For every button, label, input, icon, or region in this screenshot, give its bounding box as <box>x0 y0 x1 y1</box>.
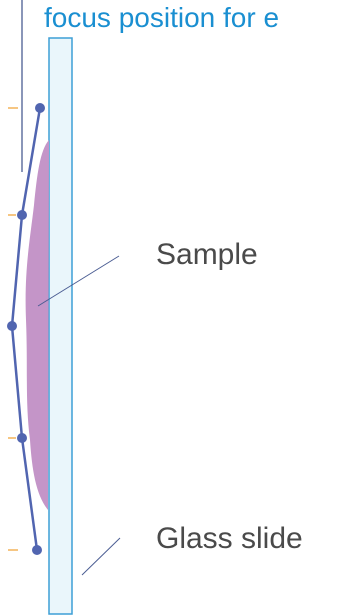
focus-point <box>17 433 27 443</box>
focus-point <box>32 545 42 555</box>
focus-points <box>7 103 45 555</box>
sample-label: Sample <box>156 238 258 271</box>
focus-point <box>17 210 27 220</box>
focus-ticks <box>8 107 18 551</box>
glass-slide-leader-line <box>81 537 121 576</box>
focus-point <box>7 321 17 331</box>
sample-leader-line <box>37 255 120 307</box>
focus-point <box>35 103 45 113</box>
sample-tissue <box>25 140 49 510</box>
diagram-title: focus position for e <box>44 2 280 33</box>
glass-slide-label: Glass slide <box>156 522 303 555</box>
glass-slide <box>48 37 73 615</box>
